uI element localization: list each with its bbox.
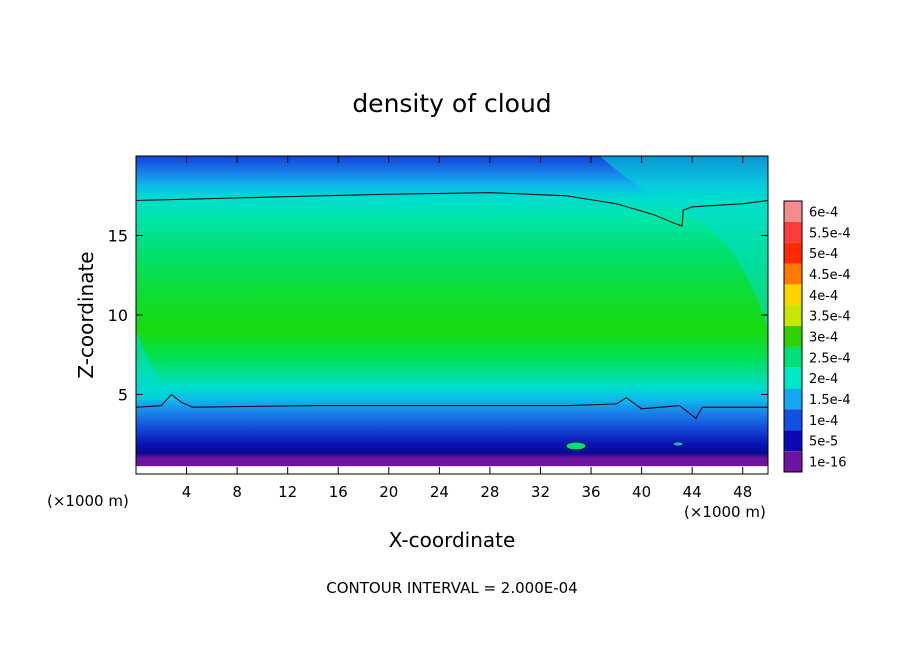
colorbar-label: 5.5e-4 <box>809 226 851 241</box>
colorbar-swatch <box>784 263 802 285</box>
contour-lines <box>136 192 768 420</box>
x-tick-label: 20 <box>379 483 398 501</box>
top-right-falloff <box>600 156 768 330</box>
y-tick-label: 10 <box>108 306 128 325</box>
colorbar-swatch <box>784 326 802 347</box>
y-tick-label: 15 <box>108 227 128 246</box>
y-tick-label: 5 <box>118 386 128 405</box>
colorbar: 6e-4 5.5e-4 5e-4 4.5e-4 4e-4 3.5e-4 3e-4 2.5e-4… <box>783 200 851 473</box>
colorbar-swatch <box>784 346 802 368</box>
contour-line <box>136 192 768 227</box>
lower-left-falloff <box>136 330 175 400</box>
x-tick-label: 16 <box>329 483 348 501</box>
density-field <box>136 156 768 474</box>
colorbar-label: 1e-4 <box>809 414 838 429</box>
cloud-feature-34 <box>565 441 587 451</box>
colorbar-swatch <box>784 409 802 431</box>
x-tick-label: 12 <box>278 483 297 501</box>
cloud-feature-43 <box>672 441 684 447</box>
x-tick-label: 28 <box>480 483 499 501</box>
colorbar-swatch <box>784 388 802 410</box>
colorbar-label: 1.5e-4 <box>809 393 851 408</box>
x-tick-label: 48 <box>733 483 752 501</box>
x-unit-right: (×1000 m) <box>684 503 766 521</box>
colorbar-swatch <box>784 242 802 264</box>
x-tick-label: 8 <box>232 483 242 501</box>
colorbar-label: 6e-4 <box>809 205 838 220</box>
colorbar-label: 2e-4 <box>809 372 838 387</box>
colorbar-swatch <box>784 305 802 327</box>
x-tick-label: 4 <box>182 483 192 501</box>
colorbar-label: 5e-5 <box>809 435 838 450</box>
colorbar-swatch <box>784 201 802 222</box>
colorbar-label: 5e-4 <box>809 247 838 262</box>
colorbar-frame <box>783 200 803 473</box>
colorbar-label: 2.5e-4 <box>809 351 851 366</box>
colorbar-swatch <box>784 430 802 452</box>
x-tick-label: 24 <box>430 483 449 501</box>
x-tick-label: 44 <box>683 483 702 501</box>
contour-line <box>136 393 768 420</box>
colorbar-label: 1e-16 <box>809 456 847 471</box>
x-axis-label: X-coordinate <box>389 528 516 552</box>
y-axis-label: Z-coordinate <box>74 251 98 378</box>
colorbar-label: 4e-4 <box>809 289 838 304</box>
colorbar-label: 3.5e-4 <box>809 310 851 325</box>
colorbar-swatch <box>784 451 802 472</box>
x-tick-label: 36 <box>581 483 600 501</box>
colorbar-swatch <box>784 221 802 243</box>
plot-area <box>136 156 768 474</box>
chart-title: density of cloud <box>352 89 551 118</box>
colorbar-swatch <box>784 284 802 306</box>
x-tick-label: 32 <box>531 483 550 501</box>
colorbar-label: 4.5e-4 <box>809 268 851 283</box>
x-unit-left: (×1000 m) <box>47 492 129 510</box>
colorbar-label: 3e-4 <box>809 331 838 346</box>
colorbar-swatch <box>784 367 802 389</box>
x-tick-label: 40 <box>632 483 651 501</box>
contour-interval: CONTOUR INTERVAL = 2.000E-04 <box>326 579 577 597</box>
